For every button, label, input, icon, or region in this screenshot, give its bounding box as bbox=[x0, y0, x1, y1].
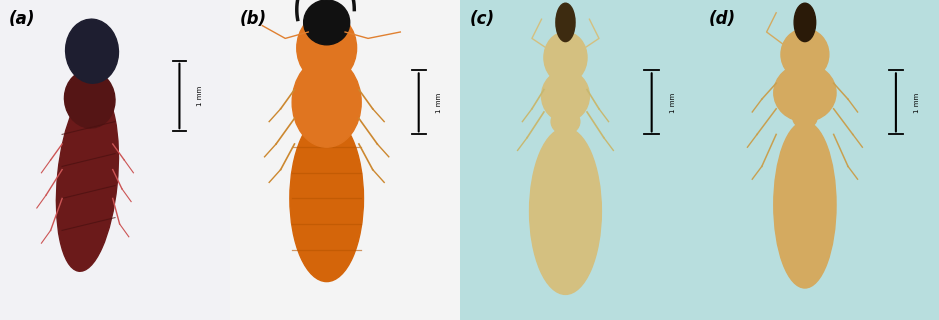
Ellipse shape bbox=[556, 3, 575, 42]
Ellipse shape bbox=[290, 115, 363, 282]
Ellipse shape bbox=[544, 32, 587, 83]
Ellipse shape bbox=[292, 58, 362, 147]
Text: 1 mm: 1 mm bbox=[437, 92, 442, 113]
Ellipse shape bbox=[542, 70, 590, 122]
Ellipse shape bbox=[297, 13, 357, 83]
Text: 1 mm: 1 mm bbox=[915, 92, 920, 113]
Text: (a): (a) bbox=[9, 10, 36, 28]
Text: (b): (b) bbox=[239, 10, 267, 28]
Ellipse shape bbox=[303, 0, 349, 45]
Ellipse shape bbox=[530, 128, 601, 294]
Ellipse shape bbox=[781, 29, 829, 80]
Ellipse shape bbox=[774, 64, 836, 122]
Ellipse shape bbox=[56, 87, 118, 271]
Ellipse shape bbox=[66, 19, 118, 83]
Ellipse shape bbox=[794, 3, 816, 42]
Text: (d): (d) bbox=[709, 10, 736, 28]
Ellipse shape bbox=[793, 109, 817, 128]
Ellipse shape bbox=[774, 122, 836, 288]
Text: (c): (c) bbox=[470, 10, 495, 28]
Text: 1 mm: 1 mm bbox=[197, 86, 203, 106]
Ellipse shape bbox=[65, 70, 115, 128]
Ellipse shape bbox=[551, 109, 580, 134]
Text: 1 mm: 1 mm bbox=[670, 92, 676, 113]
